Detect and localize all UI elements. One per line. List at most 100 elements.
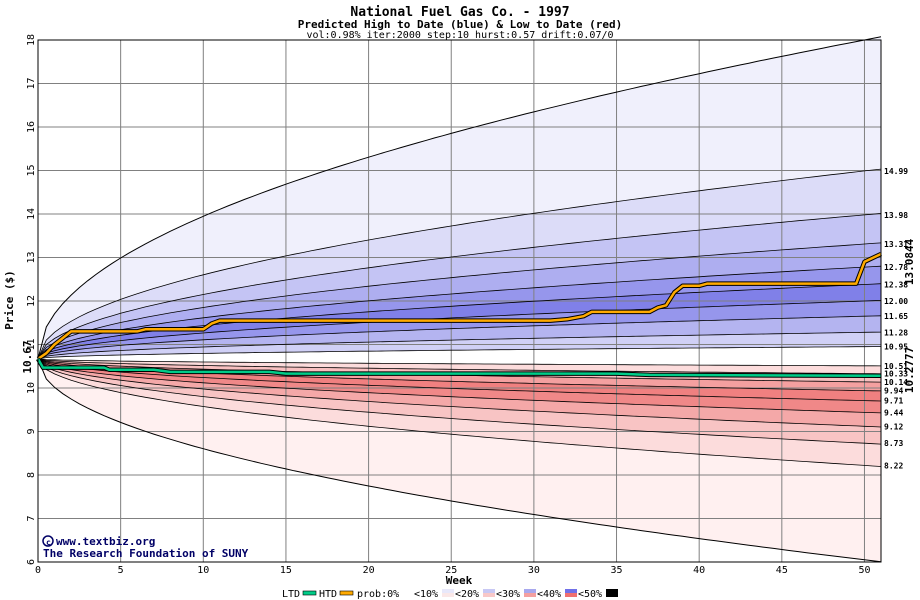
legend-swatch-0-red (401, 593, 413, 597)
percentile-curve (37, 300, 882, 360)
right-value-label: 10.14 (884, 378, 908, 387)
envelope-upper (37, 36, 882, 360)
upper-band (38, 266, 881, 359)
y-tick-label: 16 (26, 121, 37, 133)
legend-swatch-2-red (483, 593, 495, 597)
right-value-label: 10.51 (884, 362, 908, 371)
right-value-label: 13.98 (884, 211, 908, 220)
legend-swatch-2-blue (483, 589, 495, 593)
start-price-label: 10.67 (21, 340, 34, 373)
legend-swatch-1-blue (442, 589, 454, 593)
upper-band (38, 315, 881, 359)
lower-band (38, 358, 881, 445)
lower-band (38, 358, 881, 401)
credit-org: The Research Foundation of SUNY (43, 547, 249, 560)
right-value-label: 10.33 (884, 370, 908, 379)
htd-final-label: 13.0844 (903, 238, 916, 285)
right-value-label: 9.94 (884, 387, 903, 396)
percentile-curve (37, 168, 882, 360)
right-value-label: 12.00 (884, 297, 908, 306)
legend-item-label: <20% (455, 589, 479, 600)
right-value-label: 9.12 (884, 422, 903, 431)
percentile-curve (37, 242, 882, 360)
credit-site: www.textbiz.org (56, 535, 155, 548)
chart-subtitle: Predicted High to Date (blue) & Low to D… (298, 18, 623, 31)
y-tick-label: 18 (26, 34, 37, 46)
right-value-label: 11.28 (884, 328, 908, 337)
x-tick-label: 40 (693, 565, 705, 576)
chart-title: National Fuel Gas Co. - 1997 (350, 5, 569, 20)
center-band (38, 346, 881, 366)
y-tick-label: 17 (26, 77, 37, 89)
right-value-label: 13.31 (884, 240, 908, 249)
y-tick-label: 15 (26, 164, 37, 176)
percentile-curve (37, 346, 881, 360)
percentile-curve (37, 358, 882, 428)
right-value-label: 12.78 (884, 263, 908, 272)
legend-htd-swatch (339, 590, 354, 596)
legend-item-label: <50% (578, 589, 602, 600)
x-tick-label: 30 (528, 565, 540, 576)
percentile-curve (37, 265, 882, 360)
x-tick-label: 5 (118, 565, 124, 576)
x-tick-label: 0 (35, 565, 41, 576)
upper-band (38, 36, 881, 359)
lower-band (38, 358, 881, 391)
right-value-label: 8.22 (884, 461, 903, 470)
envelope-lower (37, 358, 882, 563)
percentile-curve (37, 315, 882, 360)
legend-ltd-label: LTD (282, 589, 300, 600)
percentile-curve (37, 358, 882, 445)
legend-swatch-5-red (606, 593, 618, 597)
right-value-label: 9.44 (884, 408, 903, 417)
y-tick-label: 12 (26, 295, 37, 307)
lower-band (38, 358, 881, 427)
ltd-final-label: 10.2777 (903, 347, 916, 393)
right-value-label: 14.99 (884, 167, 908, 176)
legend-prob-label: prob:0% (357, 589, 399, 600)
upper-band (38, 242, 881, 359)
probability-bands (38, 36, 881, 562)
percentile-curves (37, 36, 882, 563)
legend-swatch-0-blue (401, 589, 413, 593)
right-value-label: 10.95 (884, 343, 908, 352)
series-ltd-line (36, 358, 882, 378)
legend-swatch-4-blue (565, 589, 577, 593)
series-lines (36, 251, 882, 379)
legend-swatch-3-blue (524, 589, 536, 593)
upper-band (38, 169, 881, 359)
y-tick-label: 13 (26, 251, 37, 263)
x-tick-label: 10 (197, 565, 209, 576)
y-axis-label: Price ($) (3, 270, 16, 330)
legend-swatch-4-red (565, 593, 577, 597)
percentile-curve (37, 358, 882, 467)
percentile-curve (37, 213, 882, 360)
x-tick-label: 15 (280, 565, 292, 576)
x-tick-label: 50 (858, 565, 870, 576)
y-tick-label: 10 (26, 382, 37, 394)
right-value-labels: 14.99 13.98 13.31 12.78 12.38 12.00 11.65 11.28… (884, 167, 908, 470)
legend-item-label: <10% (414, 589, 438, 600)
copyright-icon (42, 535, 54, 547)
legend-item-label: <40% (537, 589, 561, 600)
y-tick-label: 9 (26, 428, 37, 434)
lower-band (38, 358, 881, 467)
x-tick-label: 45 (776, 565, 788, 576)
x-tick-label: 20 (363, 565, 375, 576)
series-htd-line (37, 252, 882, 360)
lower-band (38, 358, 881, 562)
right-value-label: 12.38 (884, 280, 908, 289)
y-tick-label: 11 (26, 338, 37, 350)
percentile-curve (37, 358, 882, 375)
legend-swatch-5-blue (606, 589, 618, 593)
axis-ticks: 0 5 10 15 20 25 30 35 40 45 50 6 7 8 9 10 11 12 13 14 15 16 17… (26, 34, 870, 576)
x-axis-label: Week (446, 574, 473, 587)
legend-htd-label: HTD (319, 589, 337, 600)
right-value-label: 8.73 (884, 439, 903, 448)
right-value-label: 11.65 (884, 312, 908, 321)
lower-band (38, 358, 881, 413)
percentile-curve (37, 331, 882, 360)
percentile-curve (37, 358, 882, 414)
upper-band (38, 300, 881, 359)
